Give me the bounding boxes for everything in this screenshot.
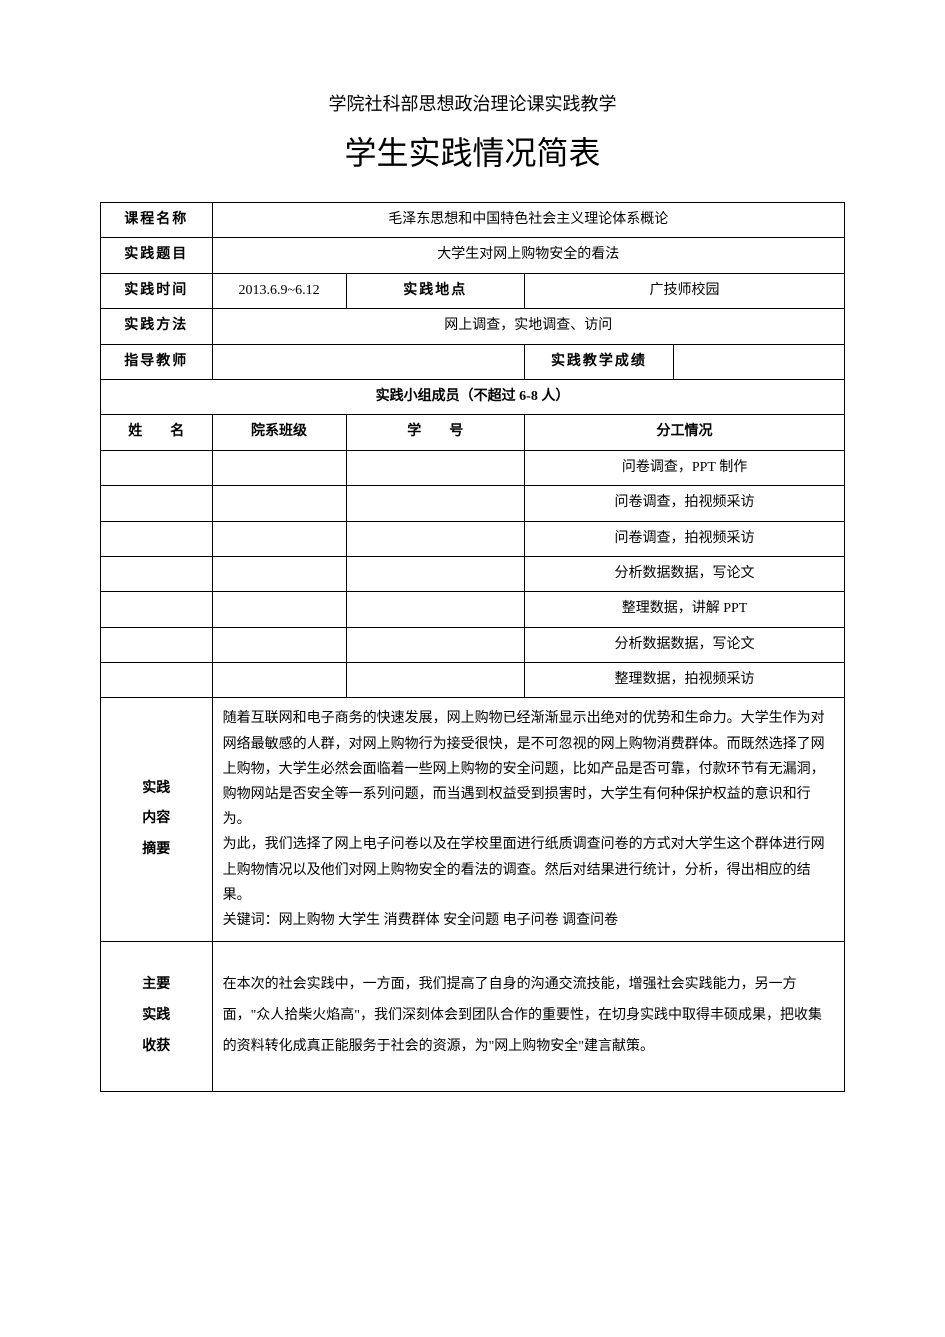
member-class	[212, 556, 346, 591]
value-advisor	[212, 344, 524, 379]
table-row: 问卷调查，拍视频采访	[101, 521, 845, 556]
label-advisor: 指导教师	[101, 344, 213, 379]
member-role: 整理数据，讲解 PPT	[525, 592, 845, 627]
label-practice-topic: 实践题目	[101, 238, 213, 273]
member-name	[101, 627, 213, 662]
label-summary-line: 实践	[109, 774, 204, 805]
label-gain-line: 实践	[109, 1001, 204, 1032]
member-class	[212, 521, 346, 556]
member-role: 问卷调查，拍视频采访	[525, 486, 845, 521]
member-id	[346, 521, 525, 556]
member-class	[212, 592, 346, 627]
member-id	[346, 450, 525, 485]
table-row: 问卷调查，PPT 制作	[101, 450, 845, 485]
label-summary: 实践 内容 摘要	[101, 698, 213, 942]
page-subtitle: 学院社科部思想政治理论课实践教学	[100, 90, 845, 116]
summary-paragraph: 关键词：网上购物 大学生 消费群体 安全问题 电子问卷 调查问卷	[223, 908, 834, 933]
table-row: 整理数据，拍视频采访	[101, 663, 845, 698]
group-header: 实践小组成员（不超过 6-8 人）	[101, 379, 845, 414]
member-name	[101, 663, 213, 698]
summary-paragraph: 随着互联网和电子商务的快速发展，网上购物已经渐渐显示出绝对的优势和生命力。大学生…	[223, 706, 834, 832]
member-id	[346, 663, 525, 698]
member-role: 问卷调查，拍视频采访	[525, 521, 845, 556]
page-title: 学生实践情况简表	[100, 128, 845, 174]
member-class	[212, 486, 346, 521]
member-name	[101, 521, 213, 556]
table-row: 整理数据，讲解 PPT	[101, 592, 845, 627]
col-name: 姓 名	[101, 415, 213, 450]
member-class	[212, 663, 346, 698]
col-role: 分工情况	[525, 415, 845, 450]
summary-paragraph: 为此，我们选择了网上电子问卷以及在学校里面进行纸质调查问卷的方式对大学生这个群体…	[223, 832, 834, 908]
label-practice-time: 实践时间	[101, 273, 213, 308]
member-name	[101, 486, 213, 521]
member-name	[101, 556, 213, 591]
label-practice-place: 实践地点	[346, 273, 525, 308]
label-summary-line: 摘要	[109, 835, 204, 866]
label-gain-line: 主要	[109, 970, 204, 1001]
label-gain-line: 收获	[109, 1032, 204, 1063]
label-summary-line: 内容	[109, 804, 204, 835]
table-row: 问卷调查，拍视频采访	[101, 486, 845, 521]
value-practice-place: 广技师校园	[525, 273, 845, 308]
col-student-id: 学 号	[346, 415, 525, 450]
member-role: 整理数据，拍视频采访	[525, 663, 845, 698]
member-id	[346, 627, 525, 662]
practice-form-table: 课程名称 毛泽东思想和中国特色社会主义理论体系概论 实践题目 大学生对网上购物安…	[100, 202, 845, 1092]
member-name	[101, 592, 213, 627]
summary-content: 随着互联网和电子商务的快速发展，网上购物已经渐渐显示出绝对的优势和生命力。大学生…	[212, 698, 844, 942]
member-role: 分析数据数据，写论文	[525, 627, 845, 662]
value-practice-topic: 大学生对网上购物安全的看法	[212, 238, 844, 273]
table-row: 分析数据数据，写论文	[101, 627, 845, 662]
gain-content: 在本次的社会实践中，一方面，我们提高了自身的沟通交流技能，增强社会实践能力，另一…	[212, 942, 844, 1092]
value-practice-method: 网上调查，实地调查、访问	[212, 309, 844, 344]
value-teaching-score	[673, 344, 844, 379]
label-teaching-score: 实践教学成绩	[525, 344, 674, 379]
member-role: 问卷调查，PPT 制作	[525, 450, 845, 485]
member-id	[346, 486, 525, 521]
member-role: 分析数据数据，写论文	[525, 556, 845, 591]
member-class	[212, 627, 346, 662]
label-course-name: 课程名称	[101, 203, 213, 238]
member-class	[212, 450, 346, 485]
member-id	[346, 592, 525, 627]
value-course-name: 毛泽东思想和中国特色社会主义理论体系概论	[212, 203, 844, 238]
value-practice-time: 2013.6.9~6.12	[212, 273, 346, 308]
member-name	[101, 450, 213, 485]
col-class: 院系班级	[212, 415, 346, 450]
label-gain: 主要 实践 收获	[101, 942, 213, 1092]
table-row: 分析数据数据，写论文	[101, 556, 845, 591]
label-practice-method: 实践方法	[101, 309, 213, 344]
member-id	[346, 556, 525, 591]
